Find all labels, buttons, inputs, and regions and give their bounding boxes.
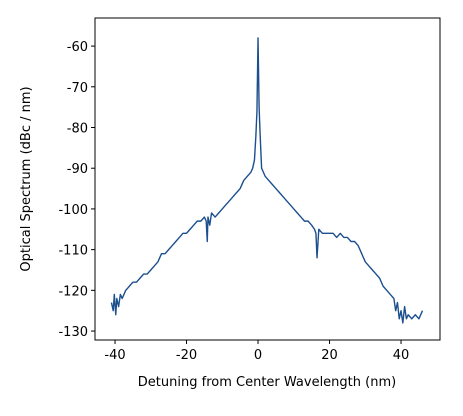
x-tick-label: 40 (393, 348, 410, 363)
x-axis-label: Detuning from Center Wavelength (nm) (138, 375, 396, 390)
y-tick-label: -100 (58, 203, 88, 218)
y-tick-label: -90 (67, 162, 88, 177)
x-tick-label: -40 (104, 348, 125, 363)
x-tick-label: 0 (254, 348, 262, 363)
y-tick-label: -130 (58, 325, 88, 340)
y-tick-label: -120 (58, 284, 88, 299)
plot-frame (94, 17, 441, 341)
y-tick-label: -110 (58, 244, 88, 259)
y-tick-label: -60 (67, 40, 88, 55)
x-tick-label: 20 (321, 348, 338, 363)
spectrum-line (110, 37, 424, 324)
y-tick-label: -70 (67, 81, 88, 96)
y-axis-label: Optical Spectrum (dBc / nm) (19, 86, 34, 271)
x-tick-label: -20 (176, 348, 197, 363)
y-tick-label: -80 (67, 122, 88, 137)
